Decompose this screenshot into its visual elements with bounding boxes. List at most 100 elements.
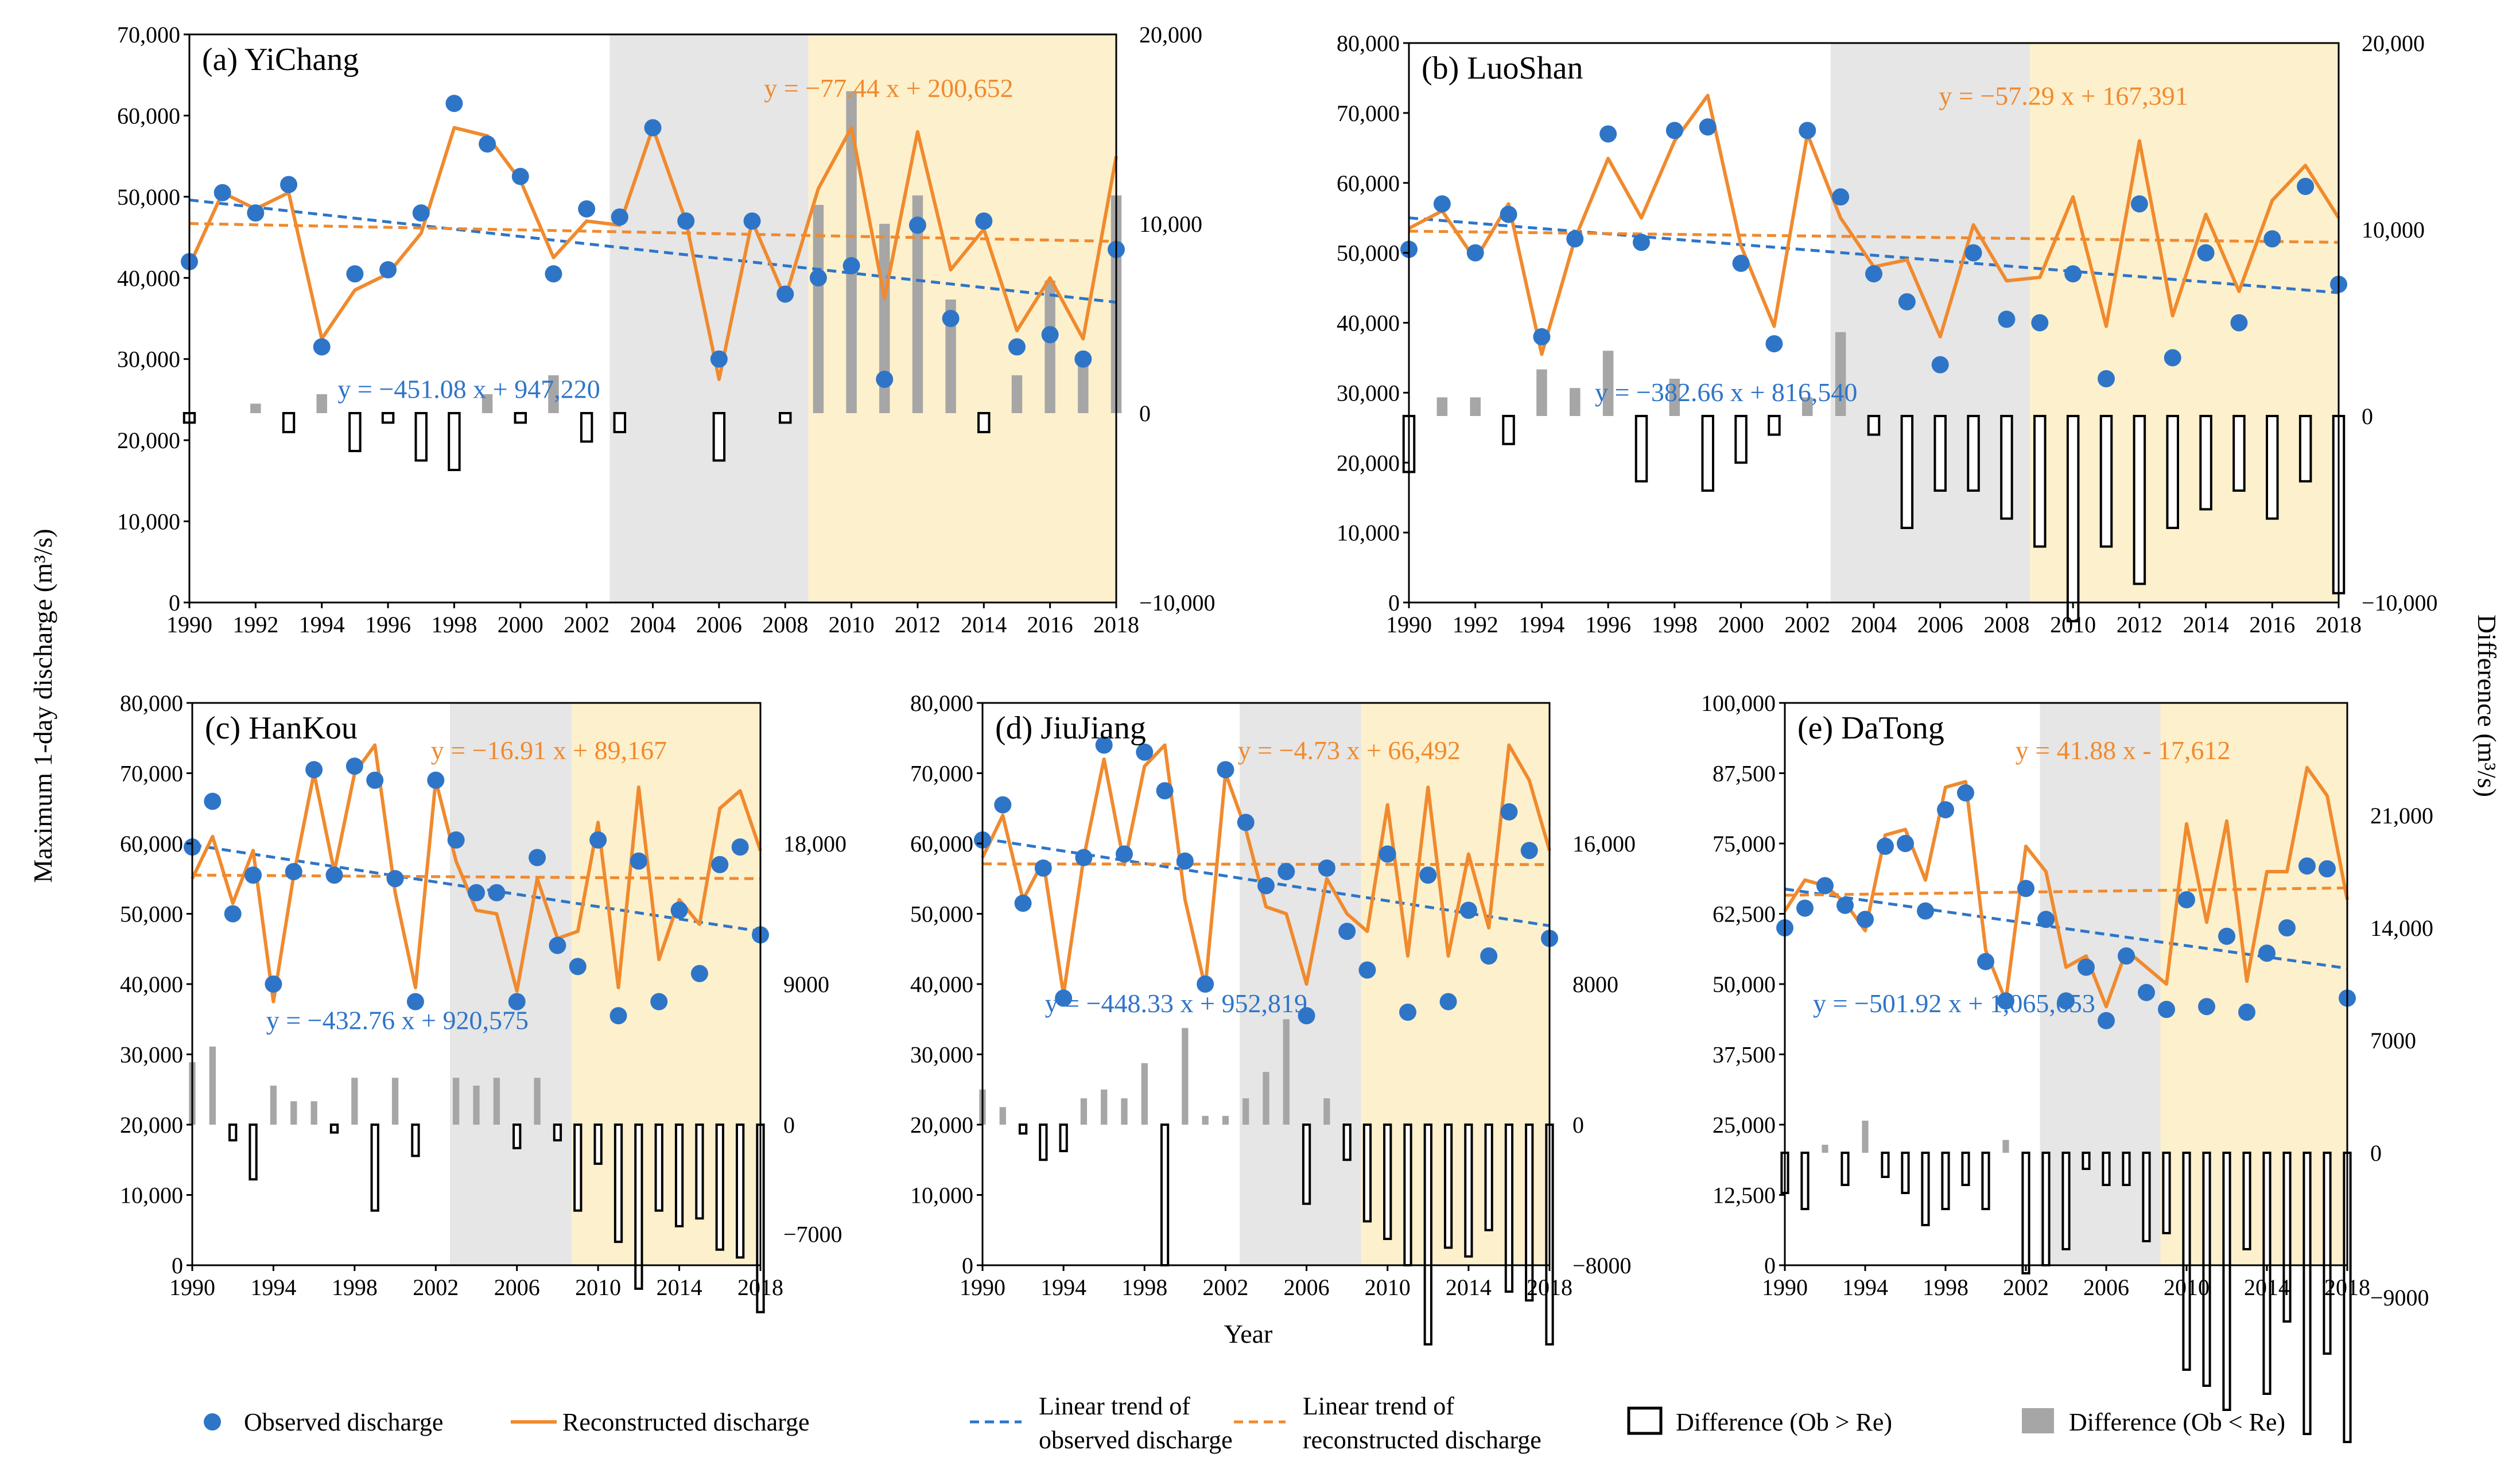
difference-bar — [614, 1124, 623, 1243]
x-tick-label: 1998 — [332, 1274, 378, 1300]
observed-point — [511, 168, 529, 185]
observed-point — [1298, 1007, 1315, 1025]
y2-tick-label: 0 — [2370, 1140, 2382, 1166]
difference-bar — [1362, 1124, 1372, 1223]
chart-panel-4: 0 10,000 20,000 30,000 40,000 50,000 60,000 70,… — [910, 690, 1636, 1346]
difference-bar — [1768, 415, 1781, 436]
difference-bar — [512, 1124, 522, 1149]
difference-bar — [1536, 369, 1547, 416]
difference-bar — [1018, 1124, 1028, 1135]
difference-bar — [1080, 1098, 1088, 1125]
difference-bar — [1502, 415, 1515, 445]
observed-point — [345, 757, 363, 775]
y2-tick-label: −9000 — [2370, 1285, 2429, 1311]
difference-bar — [674, 1124, 684, 1227]
difference-bar — [2166, 415, 2179, 529]
x-tick-label: 2010 — [575, 1274, 621, 1300]
legend-item-observed: Observed discharge — [204, 1408, 443, 1436]
difference-bar — [2082, 1152, 2091, 1170]
observed-point — [224, 905, 242, 923]
y-tick-label: 0 — [962, 1253, 973, 1278]
x-tick-label: 2016 — [2249, 612, 2295, 638]
observed-point — [1439, 993, 1457, 1010]
y-tick-label: 70,000 — [910, 761, 973, 787]
observed-point — [711, 856, 729, 873]
difference-bar — [1867, 415, 1881, 436]
y2-tick-label: 0 — [1139, 401, 1151, 426]
observed-point — [2197, 244, 2215, 262]
difference-bar — [1470, 397, 1481, 416]
observed-point — [1732, 254, 1750, 272]
difference-bar — [999, 1107, 1006, 1125]
observed-point — [2037, 911, 2055, 928]
x-tick-label: 1998 — [1121, 1274, 1167, 1300]
difference-bar — [654, 1124, 663, 1212]
observed-point — [265, 975, 282, 993]
y2-axis-title: Difference (m³/s) — [2472, 615, 2502, 797]
difference-bar — [2262, 1152, 2272, 1395]
gray-period-band — [1830, 43, 2030, 602]
observed-point — [876, 371, 894, 388]
difference-bar — [945, 300, 956, 413]
x-tick-label: 1990 — [960, 1274, 1005, 1300]
y-tick-label: 30,000 — [120, 1042, 183, 1068]
observed-point — [1136, 743, 1154, 761]
difference-bar — [1841, 1152, 1850, 1186]
y-tick-label: 50,000 — [1337, 240, 1400, 266]
observed-point — [2258, 944, 2276, 962]
difference-bar — [228, 1124, 238, 1142]
legend-diff-pos-marker — [1627, 1406, 1663, 1435]
difference-bar — [1464, 1124, 1473, 1258]
y-tick-label: 30,000 — [1337, 380, 1400, 406]
observed-trend-equation: y = −432.76 x + 920,575 — [266, 1005, 529, 1035]
observed-point — [1533, 328, 1551, 345]
chart-panel-3: 0 10,000 20,000 30,000 40,000 50,000 60,000 70,… — [120, 690, 847, 1313]
y2-tick-label: 21,000 — [2370, 803, 2433, 829]
y2-tick-label: −7000 — [783, 1222, 842, 1247]
difference-bar — [2282, 1152, 2292, 1323]
observed-point — [1074, 350, 1092, 368]
observed-point — [1898, 293, 1916, 310]
observed-point — [427, 771, 445, 789]
legend-item-rec_trend: Linear trend of reconstructed discharge — [1234, 1392, 1541, 1454]
reconstructed-trend-equation: y = −16.91 x + 89,167 — [431, 736, 667, 765]
x-tick-label: 1998 — [1652, 612, 1698, 638]
difference-bar — [1160, 1124, 1170, 1266]
x-tick-label: 2016 — [1027, 612, 1073, 638]
difference-bar — [2142, 1152, 2151, 1242]
legend-label: Difference (Ob > Re) — [1676, 1408, 1892, 1436]
observed-point — [468, 884, 485, 901]
observed-point — [569, 958, 587, 975]
observed-point — [1237, 814, 1255, 831]
x-tick-label: 2006 — [494, 1274, 540, 1300]
panels: 0 10,000 20,000 30,000 40,000 50,000 60,000 70,… — [117, 22, 2438, 1443]
y-tick-label: 20,000 — [1337, 450, 1400, 476]
reconstructed-trend-line — [189, 222, 1117, 243]
observed-point — [1278, 863, 1295, 880]
difference-bar — [1059, 1124, 1068, 1152]
observed-point — [445, 95, 463, 112]
difference-bar — [1484, 1124, 1493, 1231]
observed-point — [2078, 958, 2095, 976]
difference-bar — [493, 1078, 500, 1125]
observed-point — [1997, 992, 2014, 1010]
x-tick-label: 2008 — [762, 612, 808, 638]
difference-bar — [1078, 366, 1089, 413]
reconstructed-trend-equation: y = −57.29 x + 167,391 — [1939, 81, 2188, 110]
y2-tick-label: 10,000 — [1139, 211, 1202, 237]
x-tick-label: 2004 — [1851, 612, 1897, 638]
difference-bar — [2323, 1152, 2332, 1355]
observed-point — [479, 135, 496, 153]
difference-bar — [846, 91, 857, 413]
y-tick-label: 30,000 — [117, 347, 180, 372]
x-tick-label: 1996 — [365, 612, 411, 638]
observed-point — [1799, 122, 1816, 139]
difference-bar — [2266, 415, 2279, 520]
y-tick-label: 10,000 — [910, 1183, 973, 1208]
observed-point — [2238, 1004, 2255, 1021]
y-tick-label: 20,000 — [910, 1112, 973, 1138]
x-tick-label: 2002 — [2003, 1274, 2049, 1300]
difference-bar — [1011, 375, 1023, 413]
observed-point — [1665, 122, 1683, 139]
observed-point — [1156, 782, 1174, 800]
